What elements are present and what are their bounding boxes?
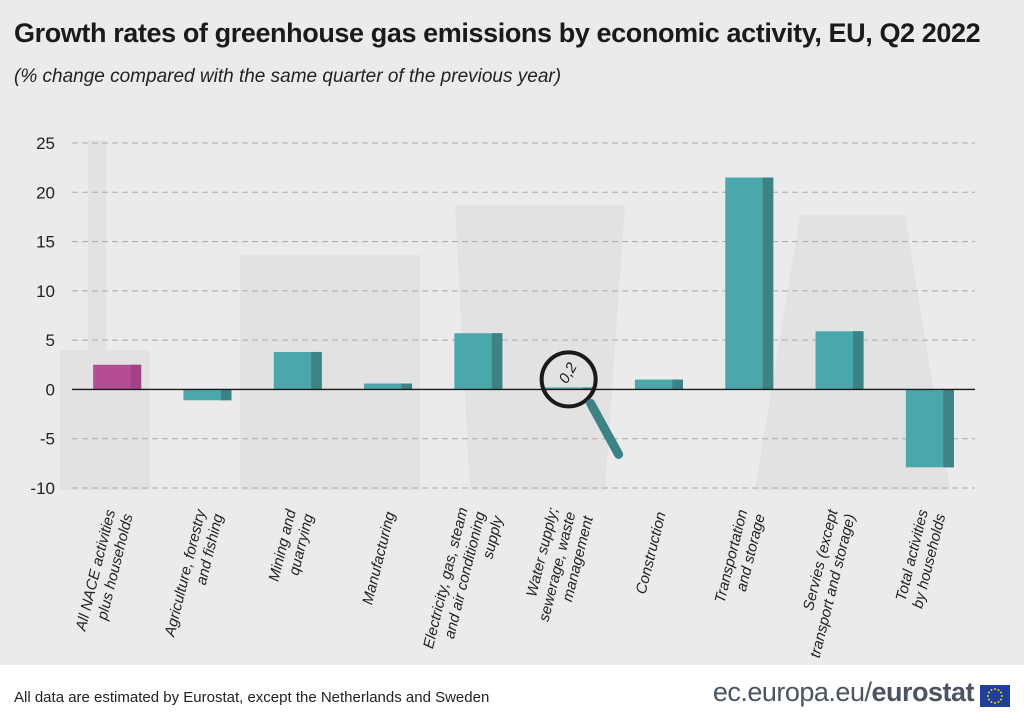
y-tick-label: 10 bbox=[36, 282, 55, 301]
bars bbox=[93, 177, 954, 468]
category-label: Construction bbox=[633, 510, 670, 596]
chart-subtitle: (% change compared with the same quarter… bbox=[14, 66, 562, 87]
y-tick-label: -10 bbox=[30, 479, 55, 498]
bar bbox=[183, 389, 232, 401]
footnote: All data are estimated by Eurostat, exce… bbox=[14, 689, 490, 706]
bar bbox=[725, 177, 774, 390]
magnifier-lens bbox=[539, 350, 598, 409]
category-label: Electricity, gas, steamand air condition… bbox=[420, 504, 507, 659]
factory-background-illustration bbox=[60, 140, 950, 490]
bar bbox=[93, 364, 142, 390]
y-tick-label: -5 bbox=[40, 430, 55, 449]
bar-shade bbox=[852, 331, 864, 390]
bar bbox=[364, 383, 413, 390]
brand-light: ec.europa.eu/ bbox=[712, 677, 872, 707]
y-tick-label: 15 bbox=[36, 233, 55, 252]
y-axis-ticks: 25 20 15 10 5 0 -5 -10 bbox=[30, 134, 55, 498]
chart-title: Growth rates of greenhouse gas emissions… bbox=[14, 18, 981, 48]
y-tick-label: 25 bbox=[36, 134, 55, 153]
bar bbox=[905, 389, 954, 468]
bar bbox=[634, 379, 683, 390]
y-tick-label: 20 bbox=[36, 183, 55, 202]
bar-shade bbox=[672, 379, 683, 390]
category-label: All NACE activitiesplus households bbox=[72, 507, 136, 637]
category-label: Mining andquarrying bbox=[266, 507, 318, 587]
y-tick-label: 0 bbox=[46, 380, 55, 399]
bar bbox=[454, 333, 503, 390]
category-label: Transportationand storage bbox=[712, 508, 769, 609]
bar-shade bbox=[311, 351, 322, 390]
y-tick-label: 5 bbox=[46, 331, 55, 350]
bar-shade bbox=[582, 387, 593, 390]
bar-shade bbox=[943, 389, 954, 468]
bar-shade bbox=[401, 383, 413, 390]
bar-body bbox=[544, 387, 593, 390]
bar-shade bbox=[130, 364, 142, 390]
eurostat-logo[interactable]: ec.europa.eu/eurostat bbox=[712, 677, 975, 708]
bar-body bbox=[364, 383, 413, 390]
category-label: Servies (excepttransport and storage) bbox=[789, 507, 859, 659]
footer: All data are estimated by Eurostat, exce… bbox=[0, 665, 1024, 723]
bar bbox=[273, 351, 322, 390]
category-label: Total activitiesby households bbox=[892, 507, 949, 610]
brand-bold: eurostat bbox=[871, 677, 974, 707]
bar-shade bbox=[762, 177, 774, 390]
bar-shade bbox=[220, 389, 232, 401]
bar-body bbox=[183, 389, 232, 401]
bar-shade bbox=[491, 333, 503, 390]
bar-body bbox=[634, 379, 683, 390]
category-labels: All NACE activitiesplus households Agricu… bbox=[72, 504, 949, 660]
category-label: Water supply;sewerage, wastemanagement bbox=[518, 505, 597, 628]
category-label: Agriculture, forestryand fishing bbox=[161, 506, 227, 643]
bar bbox=[544, 387, 593, 390]
eu-flag-icon bbox=[980, 685, 1010, 707]
bar bbox=[815, 331, 864, 390]
category-label: Manufacturing bbox=[359, 509, 399, 606]
magnifier-handle bbox=[586, 398, 624, 459]
